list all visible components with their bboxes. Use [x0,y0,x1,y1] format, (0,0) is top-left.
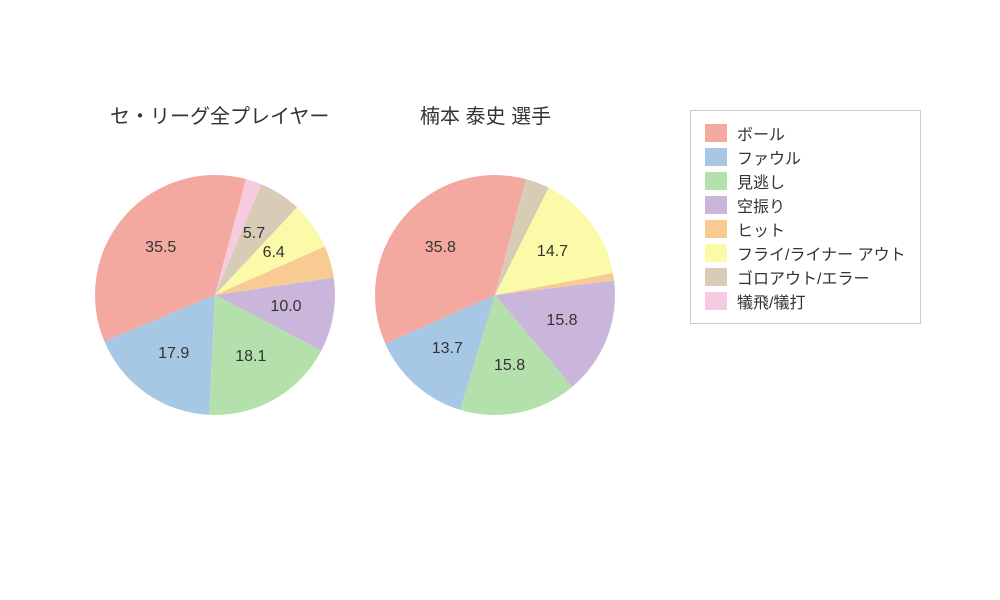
legend-row: ファウル [705,145,906,169]
slice-label: 5.7 [243,225,265,243]
legend-swatch [705,172,727,190]
slice-label: 15.8 [494,357,525,375]
slice-label: 35.8 [425,239,456,257]
slice-label: 10.0 [270,298,301,316]
slice-label: 35.5 [145,239,176,257]
legend-swatch [705,148,727,166]
slice-label: 15.8 [546,312,577,330]
slice-label: 13.7 [432,340,463,358]
legend-swatch [705,196,727,214]
legend-row: 犠飛/犠打 [705,289,906,313]
pie-chart-left [85,165,345,425]
legend-row: ヒット [705,217,906,241]
pie-chart-right [365,165,625,425]
legend-label: ファウル [737,145,801,169]
legend-row: フライ/ライナー アウト [705,241,906,265]
legend: ボールファウル見逃し空振りヒットフライ/ライナー アウトゴロアウト/エラー犠飛/… [690,110,921,324]
legend-label: ゴロアウト/エラー [737,265,869,289]
legend-label: 空振り [737,193,785,217]
legend-row: 見逃し [705,169,906,193]
legend-label: 見逃し [737,169,785,193]
legend-row: ボール [705,121,906,145]
chart-title-right: 楠本 泰史 選手 [420,100,551,129]
legend-swatch [705,244,727,262]
legend-swatch [705,124,727,142]
legend-swatch [705,220,727,238]
slice-label: 14.7 [537,243,568,261]
legend-row: ゴロアウト/エラー [705,265,906,289]
legend-label: ヒット [737,217,785,241]
slice-label: 6.4 [263,244,285,262]
legend-label: フライ/ライナー アウト [737,241,906,265]
legend-swatch [705,292,727,310]
legend-label: 犠飛/犠打 [737,289,805,313]
chart-title-left: セ・リーグ全プレイヤー [110,100,329,129]
slice-label: 18.1 [235,348,266,366]
slice-label: 17.9 [158,345,189,363]
legend-label: ボール [737,121,785,145]
legend-row: 空振り [705,193,906,217]
chart-stage: セ・リーグ全プレイヤー 楠本 泰史 選手 ボールファウル見逃し空振りヒットフライ… [0,0,1000,600]
legend-swatch [705,268,727,286]
